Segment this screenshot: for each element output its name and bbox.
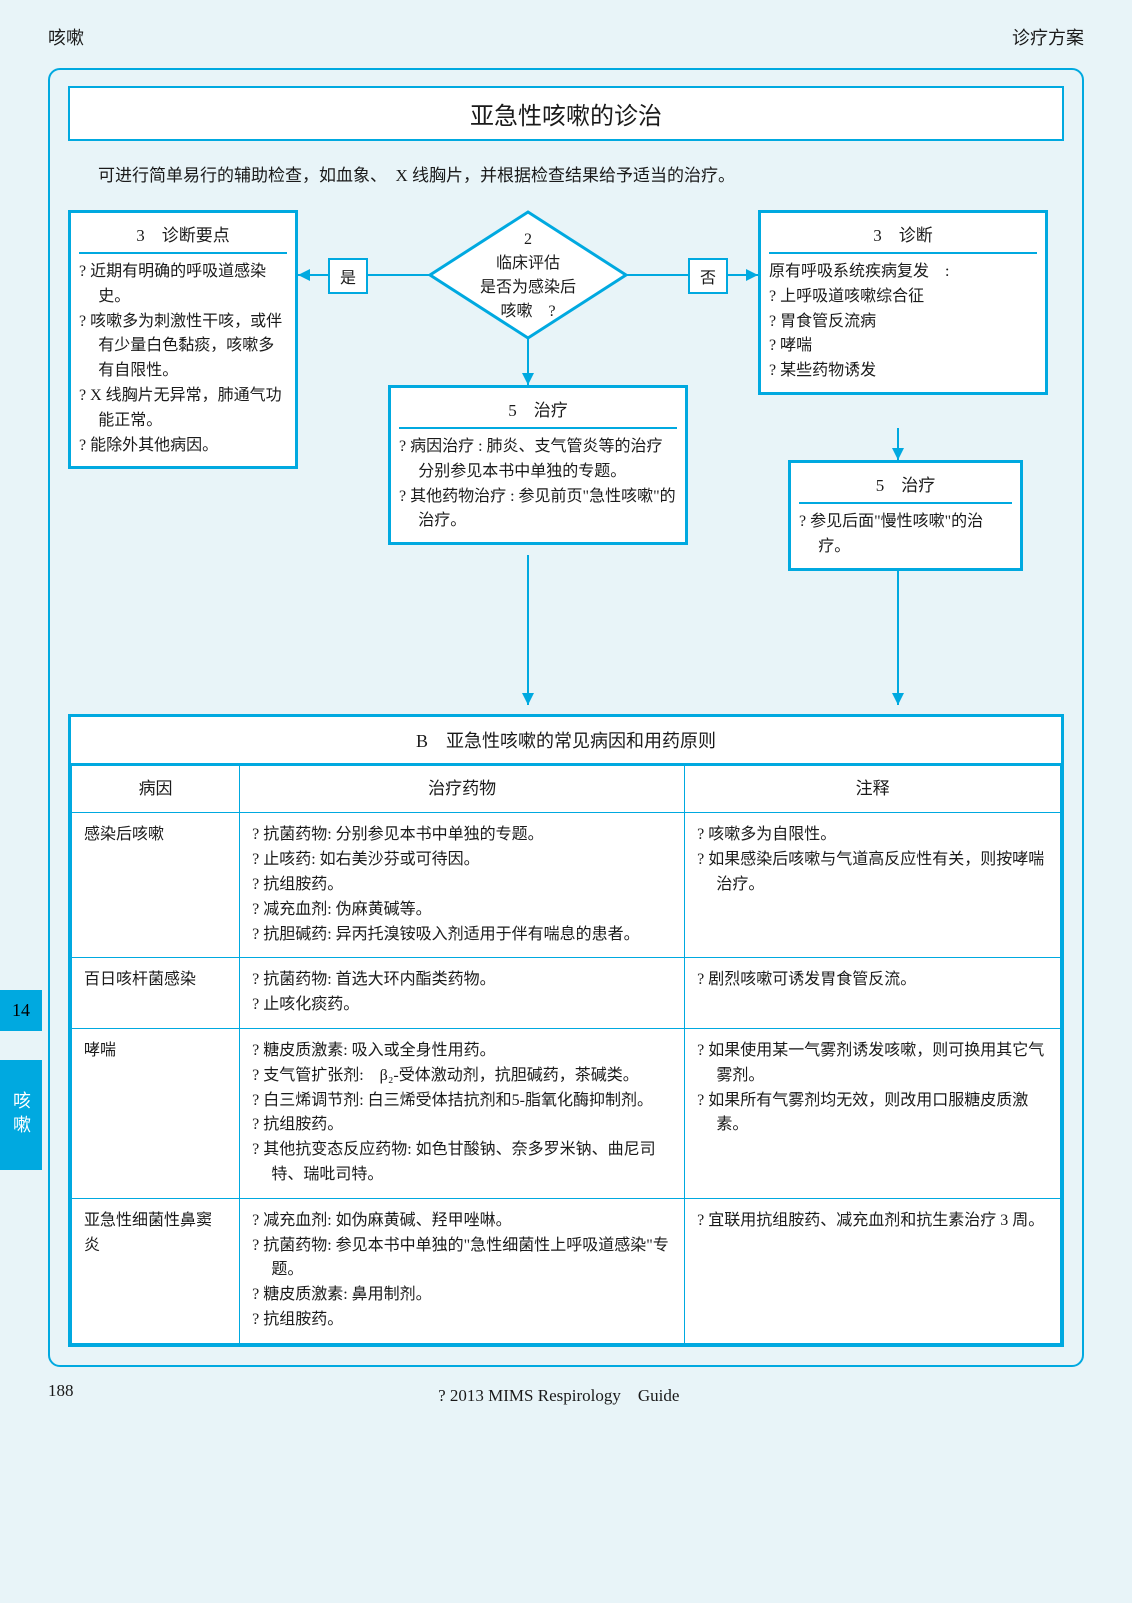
list-item: ? 抗胆碱药: 异丙托溴铵吸入剂适用于伴有喘息的患者。	[252, 923, 672, 948]
list-item: ? 抗菌药物: 参见本书中单独的"急性细菌性上呼吸道感染"专题。	[252, 1234, 672, 1284]
list-item: ? 如果所有气雾剂均无效，则改用口服糖皮质激素。	[697, 1089, 1048, 1139]
node-num: 5	[876, 476, 885, 495]
page-footer: 188 ? 2013 MIMS Respirology Guide	[48, 1367, 1084, 1406]
list-item: ? 抗组胺药。	[252, 873, 672, 898]
table-title-prefix: B	[416, 731, 428, 751]
cell-notes: ? 如果使用某一气雾剂诱发咳嗽，则可换用其它气雾剂。? 如果所有气雾剂均无效，则…	[685, 1028, 1061, 1198]
intro-text: 可进行简单易行的辅助检查，如血象、 X 线胸片，并根据检查结果给予适当的治疗。	[68, 161, 1064, 210]
list-item: ? 减充血剂: 如伪麻黄碱、羟甲唑啉。	[252, 1209, 672, 1234]
cell-cause: 亚急性细菌性鼻窦炎	[72, 1198, 240, 1343]
node-title: 治疗	[534, 401, 568, 420]
col-0: 病因	[72, 766, 240, 813]
table-title: 亚急性咳嗽的常见病因和用药原则	[446, 731, 716, 751]
cell-notes: ? 宜联用抗组胺药、减充血剂和抗生素治疗 3 周。	[685, 1198, 1061, 1343]
cell-drugs: ? 抗菌药物: 分别参见本书中单独的专题。? 止咳药: 如右美沙芬或可待因。? …	[240, 813, 685, 958]
table-header-row: 病因 治疗药物 注释	[72, 766, 1061, 813]
list-item: ? 抗组胺药。	[252, 1113, 672, 1138]
list-item: ? 糖皮质激素: 吸入或全身性用药。	[252, 1039, 672, 1064]
list-item: ? X 线胸片无异常，肺通气功能正常。	[79, 384, 287, 434]
node-items: ? 近期有明确的呼吸道感染史。? 咳嗽多为刺激性干咳，或伴有少量白色黏痰，咳嗽多…	[79, 260, 287, 458]
list-item: ? 止咳药: 如右美沙芬或可待因。	[252, 848, 672, 873]
cell-cause: 百日咳杆菌感染	[72, 958, 240, 1029]
list-item: ? 某些药物诱发	[769, 359, 1037, 384]
list-item: ? 宜联用抗组胺药、减充血剂和抗生素治疗 3 周。	[697, 1209, 1048, 1234]
list-item: ? 其他抗变态反应药物: 如色甘酸钠、奈多罗米钠、曲尼司特、瑞吡司特。	[252, 1138, 672, 1188]
node-num: 5	[508, 401, 517, 420]
header-right: 诊疗方案	[1012, 24, 1084, 50]
list-item: ? 近期有明确的呼吸道感染史。	[79, 260, 287, 310]
page-header: 咳嗽 诊疗方案	[48, 24, 1084, 50]
list-item: ? 白三烯调节剂: 白三烯受体拮抗剂和5-脂氧化酶抑制剂。	[252, 1089, 672, 1114]
cell-drugs: ? 抗菌药物: 首选大环内酯类药物。? 止咳化痰药。	[240, 958, 685, 1029]
cell-notes: ? 剧烈咳嗽可诱发胃食管反流。	[685, 958, 1061, 1029]
node-lead: 原有呼吸系统疾病复发 :	[769, 260, 1037, 285]
list-item: ? 减充血剂: 伪麻黄碱等。	[252, 898, 672, 923]
node-treatment-mid: 5 治疗 ? 病因治疗 : 肺炎、支气管炎等的治疗分别参见本书中单独的专题。? …	[388, 385, 688, 545]
list-item: ? 参见后面"慢性咳嗽"的治疗。	[799, 510, 1012, 560]
node-num: 3	[136, 226, 145, 245]
flowchart: 2 临床评估 是否为感染后 咳嗽 ?	[68, 210, 1064, 710]
list-item: ? 能除外其他病因。	[79, 434, 287, 459]
list-item: ? 哮喘	[769, 334, 1037, 359]
cell-notes: ? 咳嗽多为自限性。? 如果感染后咳嗽与气道高反应性有关，则按哮喘治疗。	[685, 813, 1061, 958]
list-item: ? 咳嗽多为自限性。	[697, 823, 1048, 848]
cell-drugs: ? 减充血剂: 如伪麻黄碱、羟甲唑啉。? 抗菌药物: 参见本书中单独的"急性细菌…	[240, 1198, 685, 1343]
list-item: ? 抗菌药物: 分别参见本书中单独的专题。	[252, 823, 672, 848]
node-title: 治疗	[901, 476, 935, 495]
main-frame: 亚急性咳嗽的诊治 可进行简单易行的辅助检查，如血象、 X 线胸片，并根据检查结果…	[48, 68, 1084, 1367]
page-number: 188	[48, 1381, 74, 1406]
node-items: ? 病因治疗 : 肺炎、支气管炎等的治疗分别参见本书中单独的专题。? 其他药物治…	[399, 435, 677, 534]
cell-cause: 感染后咳嗽	[72, 813, 240, 958]
list-item: ? 糖皮质激素: 鼻用制剂。	[252, 1283, 672, 1308]
list-item: ? 其他药物治疗 : 参见前页"急性咳嗽"的治疗。	[399, 485, 677, 535]
table-row: 感染后咳嗽? 抗菌药物: 分别参见本书中单独的专题。? 止咳药: 如右美沙芬或可…	[72, 813, 1061, 958]
list-item: ? 病因治疗 : 肺炎、支气管炎等的治疗分别参见本书中单独的专题。	[399, 435, 677, 485]
list-item: ? 止咳化痰药。	[252, 993, 672, 1018]
node-title: 诊断要点	[162, 226, 230, 245]
etiology-table: 病因 治疗药物 注释 感染后咳嗽? 抗菌药物: 分别参见本书中单独的专题。? 止…	[71, 765, 1061, 1344]
copyright: ? 2013 MIMS Respirology Guide	[74, 1381, 1045, 1406]
table-row: 亚急性细菌性鼻窦炎? 减充血剂: 如伪麻黄碱、羟甲唑啉。? 抗菌药物: 参见本书…	[72, 1198, 1061, 1343]
cell-drugs: ? 糖皮质激素: 吸入或全身性用药。? 支气管扩张剂: β₂-受体激动剂，抗胆碱…	[240, 1028, 685, 1198]
section-title: 亚急性咳嗽的诊治	[68, 86, 1064, 141]
table-row: 哮喘? 糖皮质激素: 吸入或全身性用药。? 支气管扩张剂: β₂-受体激动剂，抗…	[72, 1028, 1061, 1198]
list-item: ? 支气管扩张剂: β₂-受体激动剂，抗胆碱药，茶碱类。	[252, 1064, 672, 1089]
node-treatment-right: 5 治疗 ? 参见后面"慢性咳嗽"的治疗。	[788, 460, 1023, 571]
list-item: ? 剧烈咳嗽可诱发胃食管反流。	[697, 968, 1048, 993]
node-diagnosis-points: 3 诊断要点 ? 近期有明确的呼吸道感染史。? 咳嗽多为刺激性干咳，或伴有少量白…	[68, 210, 298, 469]
list-item: ? 上呼吸道咳嗽综合征	[769, 285, 1037, 310]
col-1: 治疗药物	[240, 766, 685, 813]
col-2: 注释	[685, 766, 1061, 813]
branch-yes: 是	[328, 258, 368, 294]
list-item: ? 胃食管反流病	[769, 310, 1037, 335]
cell-cause: 哮喘	[72, 1028, 240, 1198]
node-num: 3	[873, 226, 882, 245]
node-diagnosis-right: 3 诊断 原有呼吸系统疾病复发 : ? 上呼吸道咳嗽综合征? 胃食管反流病? 哮…	[758, 210, 1048, 395]
node-items: ? 上呼吸道咳嗽综合征? 胃食管反流病? 哮喘? 某些药物诱发	[769, 285, 1037, 384]
header-left: 咳嗽	[48, 24, 84, 50]
table-section: B 亚急性咳嗽的常见病因和用药原则 病因 治疗药物 注释 感染后咳嗽? 抗菌药物…	[68, 714, 1064, 1347]
list-item: ? 抗组胺药。	[252, 1308, 672, 1333]
list-item: ? 抗菌药物: 首选大环内酯类药物。	[252, 968, 672, 993]
list-item: ? 如果感染后咳嗽与气道高反应性有关，则按哮喘治疗。	[697, 848, 1048, 898]
node-items: ? 参见后面"慢性咳嗽"的治疗。	[799, 510, 1012, 560]
list-item: ? 咳嗽多为刺激性干咳，或伴有少量白色黏痰，咳嗽多有自限性。	[79, 310, 287, 384]
table-row: 百日咳杆菌感染? 抗菌药物: 首选大环内酯类药物。? 止咳化痰药。? 剧烈咳嗽可…	[72, 958, 1061, 1029]
node-title: 诊断	[899, 226, 933, 245]
list-item: ? 如果使用某一气雾剂诱发咳嗽，则可换用其它气雾剂。	[697, 1039, 1048, 1089]
page: 咳嗽 诊疗方案 亚急性咳嗽的诊治 可进行简单易行的辅助检查，如血象、 X 线胸片…	[0, 0, 1132, 1426]
branch-no: 否	[688, 258, 728, 294]
